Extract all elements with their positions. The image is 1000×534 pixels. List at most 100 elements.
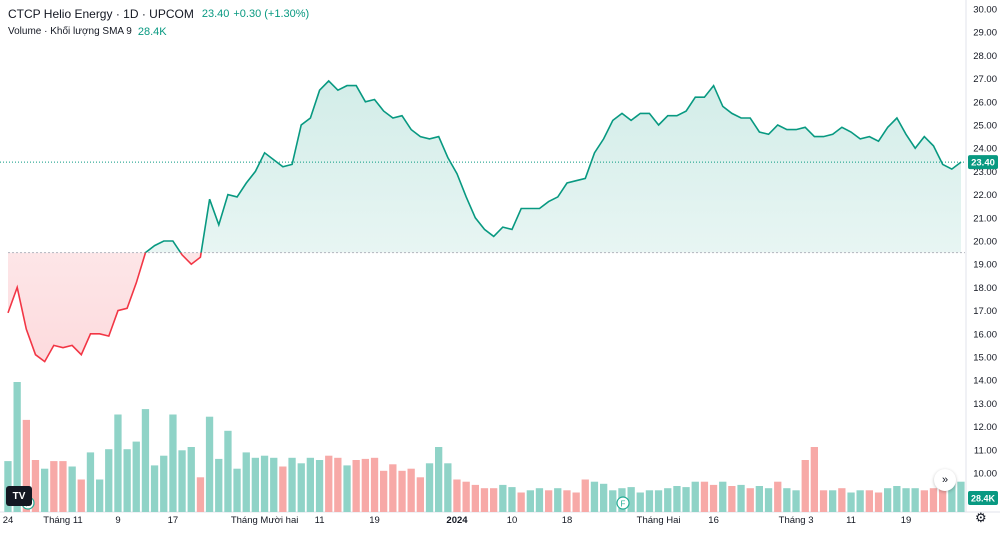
price-tick-label: 21.00 (973, 213, 997, 224)
tradingview-logo-icon[interactable]: TV (6, 486, 32, 506)
volume-bar (288, 457, 296, 512)
volume-bar (306, 457, 314, 512)
volume-bar (178, 450, 186, 512)
volume-bar (865, 490, 873, 512)
legend-symbol-row[interactable]: CTCP Helio Energy · 1D · UPCOM 23.40 +0.… (8, 5, 309, 23)
volume-bar (407, 468, 415, 512)
volume-bar (600, 483, 608, 512)
volume-bar (169, 414, 177, 512)
time-tick-label: 2024 (446, 515, 468, 526)
price-tick-label: 16.00 (973, 329, 997, 340)
volume-bar (499, 484, 507, 512)
price-axis[interactable] (966, 0, 1000, 529)
volume-bar (838, 488, 846, 512)
volume-bar (719, 481, 727, 512)
volume-bar (41, 468, 49, 512)
price-change: +0.30 (+1.30%) (233, 8, 310, 20)
volume-bar (948, 479, 956, 512)
volume-bar (764, 488, 773, 512)
price-tick-label: 28.00 (973, 51, 997, 62)
event-marker-icon[interactable] (616, 496, 630, 510)
volume-bar (297, 463, 305, 513)
price-tick-label: 11.00 (974, 445, 997, 456)
volume-bar (728, 486, 736, 512)
volume-bar (444, 463, 452, 513)
price-tick-label: 30.00 (973, 5, 997, 16)
volume-bar (398, 470, 406, 512)
volume-badge-label: 28.4K (971, 494, 996, 504)
volume-bar (215, 458, 223, 512)
volume-label[interactable]: Volume · Khối lượng SMA 9 (8, 26, 132, 37)
volume-bar (86, 452, 95, 512)
time-tick-label: 24 (3, 515, 14, 526)
volume-bar (783, 488, 791, 512)
volume-bar (242, 452, 250, 512)
volume-bar (929, 488, 938, 512)
volume-bar (636, 492, 644, 512)
volume-bar (627, 487, 635, 512)
volume-bar (68, 466, 76, 512)
time-tick-label: 11 (846, 515, 856, 526)
volume-bar (233, 468, 241, 512)
volume-bar (645, 490, 654, 512)
double-chevron-right-icon: » (941, 474, 949, 486)
volume-bar (31, 460, 40, 512)
time-tick-label: Tháng Mười hai (231, 515, 299, 526)
price-tick-label: 26.00 (973, 97, 997, 108)
volume-bar (654, 490, 663, 512)
event-marker-label: F (621, 500, 626, 509)
volume-bar (480, 488, 489, 512)
volume-bar (911, 488, 919, 512)
volume-bar (389, 464, 397, 512)
legend-volume-row[interactable]: Volume · Khối lượng SMA 9 28.4K (8, 23, 309, 41)
time-tick-label: 19 (901, 515, 912, 526)
volume-bar (755, 486, 763, 512)
volume-bar (425, 463, 434, 513)
volume-badge (968, 491, 998, 505)
price-tick-label: 29.00 (973, 28, 997, 39)
volume-bar (508, 487, 516, 512)
volume-bar (150, 465, 159, 512)
volume-bar (590, 481, 599, 512)
volume-bar (874, 492, 883, 512)
volume-bar (902, 488, 910, 512)
symbol-title[interactable]: CTCP Helio Energy · 1D · UPCOM (8, 7, 194, 21)
volume-bar (829, 490, 837, 512)
volume-bar (325, 455, 333, 512)
volume-bar (774, 481, 782, 512)
volume-bar (810, 447, 818, 512)
volume-bar (77, 479, 85, 512)
volume-bar (96, 479, 104, 512)
time-tick-label: 9 (115, 515, 120, 526)
volume-bar (847, 492, 855, 512)
price-tick-label: 18.00 (973, 283, 997, 294)
price-line-above[interactable] (8, 79, 962, 362)
price-tick-label: 22.00 (973, 190, 997, 201)
volume-bar (490, 488, 498, 512)
volume-bar (563, 490, 571, 512)
volume-bar (343, 465, 351, 512)
price-tick-label: 14.00 (973, 376, 997, 387)
time-tick-label: 16 (708, 515, 719, 526)
volume-bar (471, 484, 479, 512)
volume-bar (673, 486, 681, 512)
chart-legend: CTCP Helio Energy · 1D · UPCOM 23.40 +0.… (8, 5, 309, 41)
price-tick-label: 17.00 (973, 306, 997, 317)
price-tick-label: 10.00 (973, 469, 997, 480)
price-tick-label: 23.00 (973, 167, 997, 178)
time-tick-label: Tháng 11 (43, 515, 82, 526)
volume-bar (50, 461, 58, 512)
volume-bar (737, 484, 745, 512)
volume-bar (416, 477, 424, 512)
volume-bar (224, 430, 232, 513)
volume-bar (526, 490, 534, 512)
price-tick-label: 27.00 (973, 74, 997, 85)
volume-bar (535, 488, 544, 512)
time-tick-label: 17 (168, 515, 179, 526)
gear-icon[interactable]: ⚙ (975, 510, 987, 525)
scroll-to-realtime-button[interactable]: » (934, 469, 956, 491)
volume-bar (462, 481, 470, 512)
volume-bar (893, 486, 901, 512)
